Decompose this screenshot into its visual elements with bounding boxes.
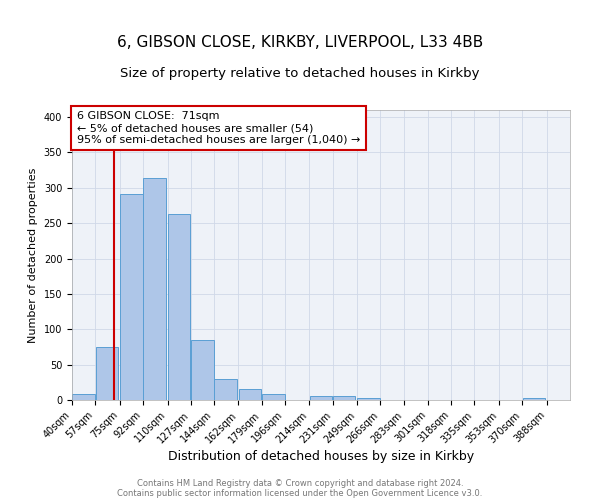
Bar bbox=[214, 379, 237, 400]
Text: Contains public sector information licensed under the Open Government Licence v3: Contains public sector information licen… bbox=[118, 488, 482, 498]
Bar bbox=[143, 178, 166, 400]
Y-axis label: Number of detached properties: Number of detached properties bbox=[28, 168, 38, 342]
Bar bbox=[120, 194, 143, 400]
Text: 6 GIBSON CLOSE:  71sqm
← 5% of detached houses are smaller (54)
95% of semi-deta: 6 GIBSON CLOSE: 71sqm ← 5% of detached h… bbox=[77, 112, 361, 144]
Bar bbox=[168, 214, 190, 400]
Text: Contains HM Land Registry data © Crown copyright and database right 2024.: Contains HM Land Registry data © Crown c… bbox=[137, 478, 463, 488]
Bar bbox=[191, 340, 214, 400]
Bar bbox=[73, 394, 95, 400]
Bar bbox=[262, 394, 284, 400]
Bar bbox=[310, 396, 332, 400]
Bar bbox=[95, 347, 118, 400]
Bar bbox=[523, 398, 545, 400]
Bar bbox=[358, 398, 380, 400]
Text: Size of property relative to detached houses in Kirkby: Size of property relative to detached ho… bbox=[120, 67, 480, 80]
X-axis label: Distribution of detached houses by size in Kirkby: Distribution of detached houses by size … bbox=[168, 450, 474, 463]
Bar bbox=[239, 390, 262, 400]
Text: 6, GIBSON CLOSE, KIRKBY, LIVERPOOL, L33 4BB: 6, GIBSON CLOSE, KIRKBY, LIVERPOOL, L33 … bbox=[117, 35, 483, 50]
Bar bbox=[333, 396, 355, 400]
